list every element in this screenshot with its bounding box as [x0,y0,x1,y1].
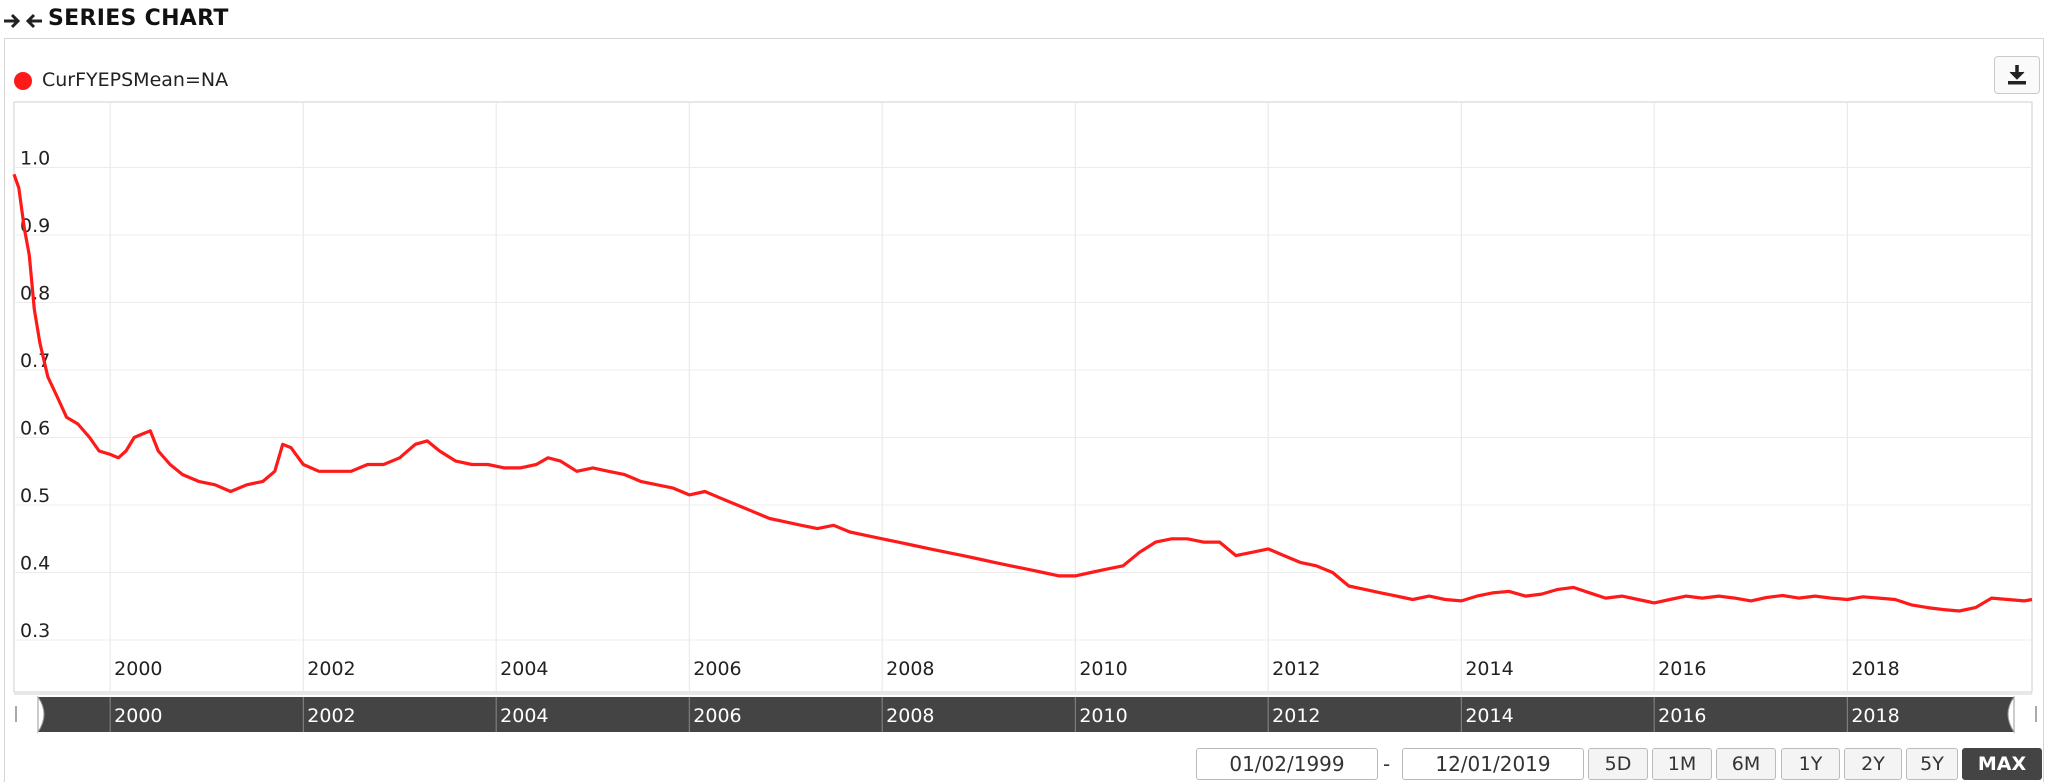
chart-panel [4,38,2044,782]
navigator-label: 2012 [1272,705,1320,727]
end-date-input[interactable]: 12/01/2019 [1402,748,1584,780]
navigator-label: 2002 [307,705,355,727]
x-tick-label: 2010 [1079,658,1127,680]
navigator-right-handle [2007,695,2015,734]
y-tick-label: 1.0 [20,148,50,170]
legend-marker [14,72,32,90]
navigator-label: 2000 [114,705,162,727]
navigator-label: 2018 [1851,705,1899,727]
series-line [12,173,2033,613]
x-tick-label: 2018 [1851,658,1899,680]
y-tick-label: 0.4 [20,553,50,575]
range-button-6m[interactable]: 6M [1716,748,1776,780]
navigator-label: 2004 [500,705,548,727]
navigator-selected-range [38,697,2014,732]
range-button-2y[interactable]: 2Y [1844,748,1902,780]
date-separator: - [1383,752,1391,776]
series-layer [12,173,2033,613]
collapse-arrows-icon[interactable] [2,7,44,35]
chart-panel-title: SERIES CHART [48,6,229,31]
y-tick-label: 0.3 [20,620,50,642]
x-gridlines [109,102,1848,692]
y-tick-label: 0.9 [20,215,50,237]
y-tick-label: 0.5 [20,485,50,507]
navigator-left-handle [37,695,45,734]
range-button-5y[interactable]: 5Y [1906,748,1958,780]
x-axis-tick-labels: 2000 2002 2004 2006 2008 2010 2012 2014 2016 2018 [114,658,1900,680]
range-button-1m[interactable]: 1M [1652,748,1712,780]
y-axis-tick-labels: 0.30.40.50.60.70.80.91.0 [20,148,50,643]
y-gridlines [14,167,2032,641]
legend-label: CurFYEPSMean=NA [42,69,229,91]
download-button[interactable] [1994,56,2040,94]
x-tick-label: 2014 [1465,658,1513,680]
x-tick-label: 2008 [886,658,934,680]
navigator-label: 2014 [1465,705,1513,727]
y-tick-label: 0.8 [20,283,50,305]
y-tick-label: 0.6 [20,418,50,440]
x-tick-label: 2016 [1658,658,1706,680]
plot-area [13,101,2033,693]
start-date-input[interactable]: 01/02/1999 [1196,748,1378,780]
navigator-label: 2016 [1658,705,1706,727]
range-button-5d[interactable]: 5D [1588,748,1648,780]
x-tick-label: 2006 [693,658,741,680]
range-button-max[interactable]: MAX [1962,748,2042,780]
title-bar: SERIES CHART [0,0,2050,38]
x-tick-label: 2012 [1272,658,1320,680]
x-tick-label: 2002 [307,658,355,680]
range-button-1y[interactable]: 1Y [1781,748,1840,780]
navigator-label: 2010 [1079,705,1127,727]
x-tick-label: 2004 [500,658,548,680]
x-tick-label: 2000 [114,658,162,680]
navigator: 2000 2002 2004 2006 2008 2010 2012 2014 2016 2018 [14,693,2037,734]
navigator-label: 2008 [886,705,934,727]
navigator-label: 2006 [693,705,741,727]
download-icon [2008,65,2026,85]
